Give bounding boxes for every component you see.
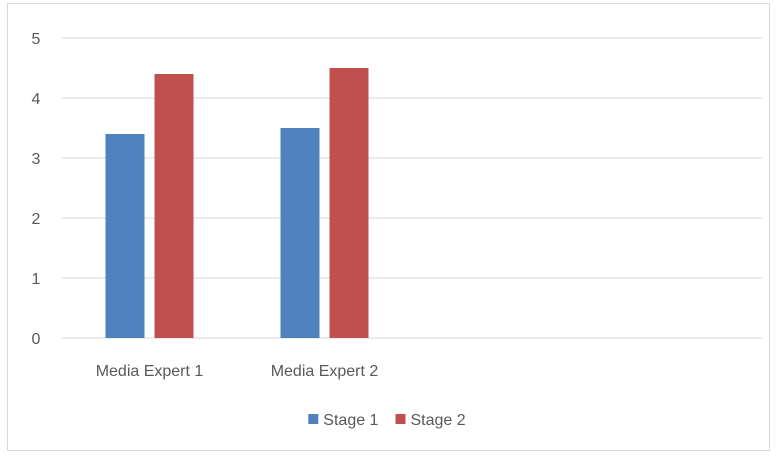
bar-stage-1-cat-0	[105, 134, 145, 338]
chart-frame: 0 1 2 3 4 5 Media Expert 1 Media Expert 2 Stag…	[7, 3, 770, 451]
legend: Stage 1 Stage 2	[308, 412, 466, 429]
bar-stage-1-cat-1	[280, 128, 320, 338]
bar-stage-2-cat-0	[154, 74, 194, 338]
bar-chart: 0 1 2 3 4 5 Media Expert 1 Media Expert 2 Stag…	[32, 31, 762, 429]
y-tick-label-1: 1	[32, 271, 41, 288]
x-category-label-0: Media Expert 1	[96, 363, 204, 380]
y-tick-label-5: 5	[32, 31, 41, 48]
y-tick-label-4: 4	[32, 91, 41, 108]
y-tick-label-0: 0	[32, 331, 41, 348]
legend-swatch-stage-2	[395, 414, 406, 424]
x-axis-category-labels: Media Expert 1 Media Expert 2	[96, 363, 379, 380]
y-tick-label-2: 2	[32, 211, 41, 228]
legend-label-stage-1: Stage 1	[323, 412, 378, 429]
y-tick-label-3: 3	[32, 151, 41, 168]
x-category-label-1: Media Expert 2	[271, 363, 379, 380]
bar-stage-2-cat-1	[329, 68, 369, 338]
legend-swatch-stage-1	[308, 414, 319, 424]
legend-label-stage-2: Stage 2	[411, 412, 466, 429]
bars	[105, 68, 369, 338]
y-axis-tick-labels: 0 1 2 3 4 5	[32, 31, 41, 348]
